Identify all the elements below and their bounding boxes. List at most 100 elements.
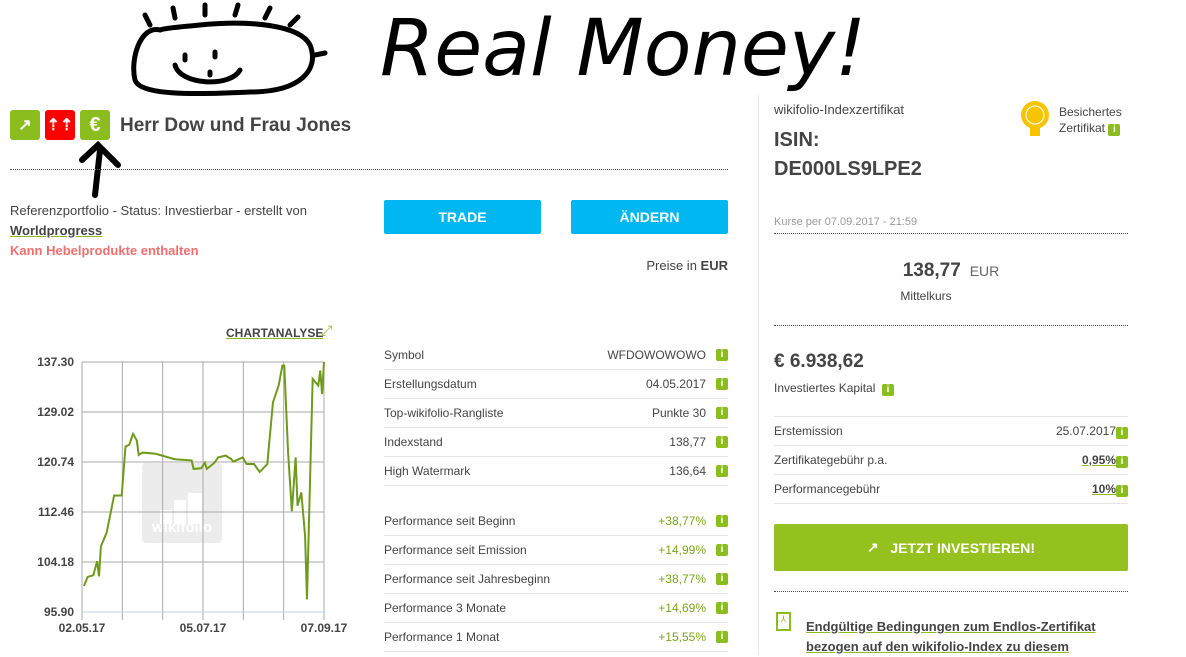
row-value: +38,77% [658, 572, 706, 586]
info-icon[interactable]: i [716, 573, 728, 585]
leverage-arrows-icon[interactable]: ⇡⇡ [45, 110, 75, 140]
performance-row: Performance seit Beginn +38,77% i [384, 507, 728, 536]
row-value: +14,99% [658, 543, 706, 557]
row-value: 0,95% [1082, 453, 1116, 467]
row-label: Performance 3 Monate [384, 601, 506, 615]
divider [774, 233, 1128, 234]
row-value: Punkte 30 [652, 406, 706, 420]
invest-now-button[interactable]: ↗ JETZT INVESTIEREN! [774, 524, 1128, 571]
doc-link-line-2[interactable]: bezogen auf den wikifolio-Index zu diese… [806, 637, 1096, 657]
info-icon[interactable]: i [716, 631, 728, 643]
row-label: Zertifikategebühr p.a. [774, 453, 887, 467]
isin-label: ISIN: [774, 129, 820, 152]
handwritten-text: Real Money! [380, 2, 866, 96]
performance-row: Performance seit Jahresbeginn+38,77%i [384, 565, 728, 594]
quote-time: Kurse per 07.09.2017 - 21:59 [774, 216, 917, 228]
y-tick-label: 137.30 [30, 355, 74, 369]
conditions-document-link[interactable]: Endgültige Bedingungen zum Endlos-Zertif… [806, 617, 1096, 657]
detail-row: Indexstand 138,77 i [384, 428, 728, 457]
info-icon[interactable]: i [716, 465, 728, 477]
info-icon[interactable]: i [1108, 124, 1120, 136]
change-button[interactable]: ÄNDERN [571, 200, 728, 234]
info-icon[interactable]: i [882, 384, 894, 396]
mid-price: 138,77 EUR [774, 260, 1128, 282]
price-currency: EUR [970, 263, 1000, 279]
performance-row: Performance 3 Monate +14,69% i [384, 594, 728, 623]
euro-icon[interactable]: € [80, 110, 110, 140]
row-label: Top-wikifolio-Rangliste [384, 406, 503, 420]
row-label: Symbol [384, 348, 424, 362]
y-tick-label: 129.02 [30, 405, 74, 419]
info-icon[interactable]: i [716, 349, 728, 361]
y-tick-label: 104.18 [30, 555, 74, 569]
chart-up-icon[interactable]: ↗ [10, 110, 40, 140]
row-value: 138,77 [669, 435, 706, 449]
y-tick-label: 112.46 [30, 505, 74, 519]
performance-row: Performance 1 Monat +15,55% i [384, 623, 728, 652]
performance-row: Performance seit Emission +14,99% i [384, 536, 728, 565]
prices-in: Preise in EUR [600, 258, 728, 273]
info-icon[interactable]: i [716, 378, 728, 390]
invested-capital: € 6.938,62 [774, 351, 864, 373]
row-value: +38,77% [658, 514, 706, 528]
row-label: Performance 1 Monat [384, 630, 499, 644]
row-value: 136,64 [669, 464, 706, 478]
row-value: +14,69% [658, 601, 706, 615]
x-tick-label: 07.09.17 [301, 621, 348, 635]
row-label: Performancegebühr [774, 482, 880, 496]
isin-value: DE000LS9LPE2 [774, 158, 922, 181]
row-label: Erstellungsdatum [384, 377, 477, 391]
row-label: Indexstand [384, 435, 443, 449]
pdf-icon: ⅄ [776, 612, 791, 631]
x-tick-label: 05.07.17 [180, 621, 227, 635]
expand-icon[interactable]: ⤢ [321, 322, 332, 339]
info-icon[interactable]: i [1116, 456, 1128, 468]
trade-button[interactable]: TRADE [384, 200, 541, 234]
divider [10, 169, 728, 170]
watermark-bar [188, 493, 202, 524]
info-icon[interactable]: i [716, 407, 728, 419]
status-line: Referenzportfolio - Status: Investierbar… [10, 203, 307, 218]
row-value: +15,55% [658, 630, 706, 644]
capital-label: Investiertes Kapital [774, 381, 875, 395]
award-badge-icon [1019, 100, 1051, 138]
y-tick-label: 120.74 [30, 455, 74, 469]
info-icon[interactable]: i [716, 602, 728, 614]
row-label: Erstemission [774, 424, 843, 438]
invest-label: JETZT INVESTIEREN! [890, 540, 1035, 556]
prices-in-currency: EUR [701, 258, 728, 273]
detail-row: Erstellungsdatum 04.05.2017 i [384, 370, 728, 399]
detail-row: High Watermark 136,64 i [384, 457, 728, 486]
info-icon[interactable]: i [1116, 485, 1128, 497]
info-icon[interactable]: i [716, 515, 728, 527]
info-icon[interactable]: i [1116, 427, 1128, 439]
doc-link-line-1[interactable]: Endgültige Bedingungen zum Endlos-Zertif… [806, 617, 1096, 637]
info-icon[interactable]: i [716, 544, 728, 556]
row-label: High Watermark [384, 464, 470, 478]
row-value: WFDOWOWOWO [607, 348, 706, 362]
invested-capital-label-row: Investiertes Kapital i [774, 381, 894, 396]
detail-row: Symbol WFDOWOWOWO i [384, 341, 728, 370]
chart-plot: wikifolio [0, 340, 360, 640]
leverage-warning: Kann Hebelprodukte enthalten [10, 243, 199, 258]
divider [774, 591, 1128, 592]
page-title: Herr Dow und Frau Jones [120, 115, 351, 137]
price-label: Mittelkurs [774, 289, 1078, 303]
row-value: 25.07.2017 [1056, 424, 1116, 438]
row-value: 10% [1092, 482, 1116, 496]
detail-row: Top-wikifolio-Rangliste Punkte 30 i [384, 399, 728, 428]
x-tick-label: 02.05.17 [59, 621, 106, 635]
row-label: Performance seit Emission [384, 543, 527, 557]
row-label: Performance seit Beginn [384, 514, 515, 528]
row-value: 04.05.2017 [646, 377, 706, 391]
column-divider [758, 95, 759, 655]
chartanalyse-link[interactable]: CHARTANALYSE [226, 326, 323, 340]
info-icon[interactable]: i [716, 436, 728, 448]
author-link[interactable]: Worldprogress [10, 223, 102, 238]
prices-in-label: Preise in [646, 258, 697, 273]
y-tick-label: 95.90 [30, 605, 74, 619]
chart-up-icon: ↗ [867, 539, 879, 556]
